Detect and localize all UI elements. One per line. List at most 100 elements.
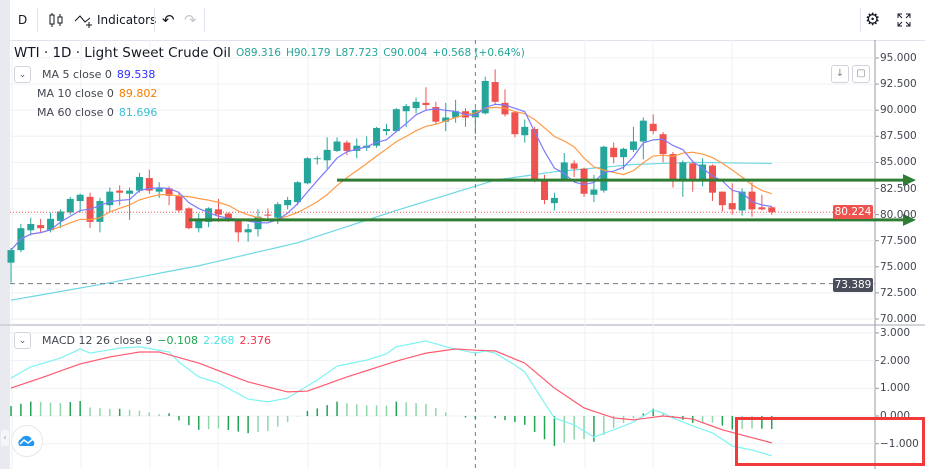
candle-down bbox=[570, 163, 578, 169]
arrow-down-icon: ↓ bbox=[835, 68, 845, 79]
candle-up bbox=[47, 218, 55, 231]
candle-down bbox=[491, 82, 499, 102]
macd-tick-label: −1.000 bbox=[880, 437, 919, 450]
price-tick-label: 77.500 bbox=[880, 234, 917, 247]
price-tick-label: 80.000 bbox=[880, 208, 917, 221]
candle-down bbox=[116, 190, 124, 193]
ma60-label: MA 60 close 0 bbox=[37, 106, 114, 119]
candle-up bbox=[27, 223, 35, 231]
ma10-label: MA 10 close 0 bbox=[37, 87, 114, 100]
indicators-button[interactable]: Indicators bbox=[74, 0, 156, 40]
candle-up bbox=[392, 109, 400, 132]
candle-up bbox=[284, 199, 292, 206]
cloud-logo-icon bbox=[18, 435, 35, 446]
settings-button[interactable]: ⚙ bbox=[865, 0, 880, 40]
fullscreen-button[interactable] bbox=[897, 0, 911, 40]
symbol-title: WTI · 1D · Light Sweet Crude Oil bbox=[14, 45, 231, 61]
candle-down bbox=[718, 191, 726, 206]
ohlc-change: +0.568 (+0.64%) bbox=[432, 47, 525, 59]
ma5-legend[interactable]: ⌄ MA 5 close 0 89.538 bbox=[14, 66, 155, 83]
macd-value: 2.268 bbox=[203, 334, 235, 347]
chevron-down-icon[interactable]: ⌄ bbox=[14, 66, 31, 83]
candle-down bbox=[432, 107, 440, 122]
ohlc-close: C90.004 bbox=[383, 47, 428, 59]
candle-down bbox=[659, 134, 667, 155]
candle-up bbox=[382, 128, 390, 132]
candle-up bbox=[590, 189, 598, 195]
auto-scale-button[interactable]: ▢ bbox=[852, 65, 870, 83]
candle-down bbox=[728, 203, 736, 210]
toolbar-divider bbox=[204, 8, 205, 32]
crosshair-price-label: 73.389 bbox=[833, 278, 873, 292]
ma60-line bbox=[10, 161, 772, 301]
arrowhead-icon bbox=[903, 174, 916, 187]
ma10-line bbox=[10, 106, 772, 251]
candle-up bbox=[639, 120, 647, 142]
price-tick-label: 75.000 bbox=[880, 260, 917, 273]
symbol-legend: WTI · 1D · Light Sweet Crude Oil O89.316… bbox=[14, 45, 525, 61]
candle-down bbox=[224, 213, 232, 221]
ohlc-high: H90.179 bbox=[285, 47, 331, 59]
candle-up bbox=[679, 162, 687, 181]
ma5-line bbox=[10, 103, 772, 251]
candle-down bbox=[748, 191, 756, 210]
ma10-value: 89.802 bbox=[118, 87, 158, 100]
macd-signal-value: 2.376 bbox=[239, 334, 272, 347]
ma10-legend[interactable]: MA 10 close 0 89.802 bbox=[37, 87, 157, 100]
indicators-icon bbox=[74, 15, 92, 28]
chevron-down-icon[interactable]: ⌄ bbox=[14, 332, 31, 349]
price-tick-label: 70.000 bbox=[880, 313, 917, 325]
candle-up bbox=[521, 126, 529, 136]
scroll-to-latest-button[interactable]: ↓ bbox=[831, 65, 849, 83]
candle-up bbox=[560, 162, 568, 180]
candle-up bbox=[313, 158, 321, 160]
candle-down bbox=[422, 102, 430, 105]
interval-button[interactable]: D bbox=[18, 0, 27, 40]
ma60-legend[interactable]: MA 60 close 0 81.696 bbox=[37, 106, 157, 119]
candle-down bbox=[264, 214, 272, 216]
candle-down bbox=[234, 219, 242, 233]
chart-type-button[interactable] bbox=[48, 0, 64, 40]
price-tick-label: 82.500 bbox=[880, 182, 917, 195]
price-tick-label: 87.500 bbox=[880, 130, 917, 143]
ma5-label: MA 5 close 0 bbox=[42, 68, 112, 81]
candle-up bbox=[7, 250, 15, 263]
candle-up bbox=[442, 117, 450, 122]
candle-down bbox=[758, 207, 766, 210]
redo-button[interactable]: ↷ bbox=[184, 0, 197, 40]
price-tick-label: 90.000 bbox=[880, 104, 917, 117]
candle-up bbox=[274, 204, 282, 218]
macd-tick-label: 3.000 bbox=[880, 326, 911, 339]
ohlc-open: O89.316 bbox=[235, 47, 281, 59]
candle-up bbox=[96, 201, 104, 222]
chart-canvas[interactable] bbox=[0, 40, 925, 469]
redo-icon: ↷ bbox=[184, 11, 197, 29]
last-price-label: 80.224 bbox=[833, 205, 873, 219]
candle-up bbox=[106, 191, 114, 206]
price-tick-label: 72.500 bbox=[880, 286, 917, 299]
undo-button[interactable]: ↶ bbox=[162, 0, 175, 40]
macd-line bbox=[10, 340, 772, 457]
collapse-handle[interactable]: ‹ bbox=[1, 430, 9, 446]
candle-up bbox=[738, 191, 746, 211]
candle-down bbox=[214, 209, 222, 215]
crosshair-price-value: 73.389 bbox=[834, 279, 872, 291]
ohlc-low: L87.723 bbox=[335, 47, 379, 59]
candle-down bbox=[343, 142, 351, 151]
candle-down bbox=[37, 225, 45, 229]
signal-line bbox=[10, 348, 772, 444]
candle-up bbox=[402, 106, 410, 112]
candle-down bbox=[689, 163, 697, 181]
candle-up bbox=[629, 141, 637, 150]
candle-down bbox=[165, 188, 173, 196]
candle-up bbox=[244, 229, 252, 233]
macd-legend[interactable]: ⌄ MACD 12 26 close 9 −0.108 2.268 2.376 bbox=[14, 332, 271, 349]
candle-up bbox=[205, 208, 213, 222]
macd-tick-label: 1.000 bbox=[880, 382, 911, 395]
candle-down bbox=[649, 123, 657, 132]
macd-histogram-value: −0.108 bbox=[157, 334, 199, 347]
left-panel-strip: ‹ bbox=[0, 0, 10, 469]
tradingview-logo[interactable] bbox=[11, 425, 43, 457]
annotation-rectangle bbox=[735, 417, 925, 466]
candle-up bbox=[135, 177, 143, 191]
